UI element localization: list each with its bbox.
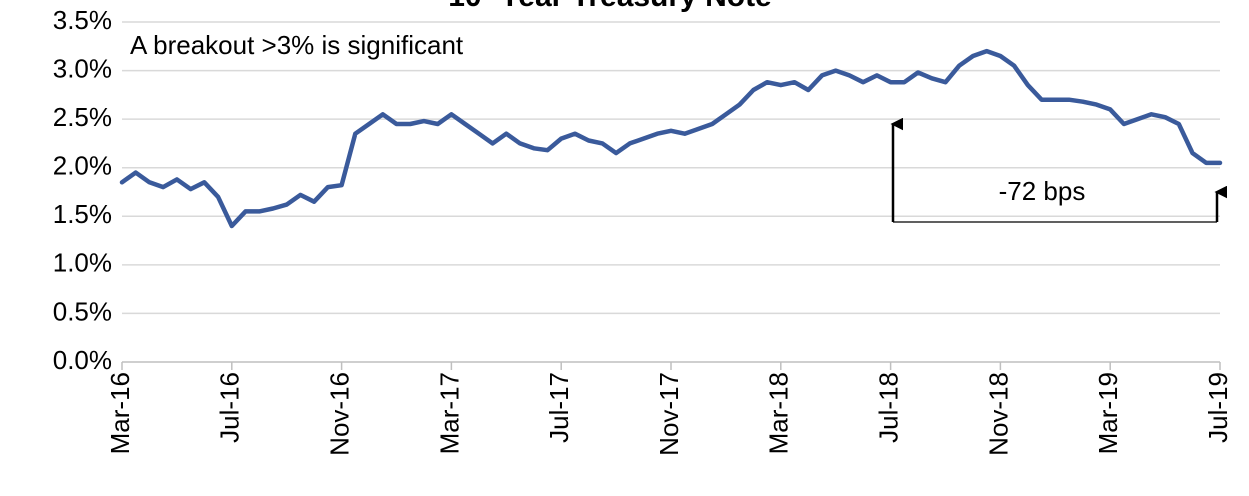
x-tick-label: Nov-18 bbox=[983, 372, 1013, 456]
x-tick-label: Jul-17 bbox=[544, 372, 574, 443]
chart-title: 10 -Year Treasury Note bbox=[448, 0, 772, 13]
x-tick-label: Nov-17 bbox=[654, 372, 684, 456]
x-tick-label: Jul-19 bbox=[1203, 372, 1233, 443]
x-tick-label: Mar-17 bbox=[434, 372, 464, 454]
y-tick-label: 0.0% bbox=[53, 345, 112, 375]
x-tick-label: Jul-18 bbox=[873, 372, 903, 443]
y-tick-label: 0.5% bbox=[53, 296, 112, 326]
x-tick-label: Mar-19 bbox=[1093, 372, 1123, 454]
x-tick-label: Jul-16 bbox=[215, 372, 245, 443]
annotation: A breakout >3% is significant bbox=[130, 30, 464, 60]
plot-area bbox=[119, 48, 1223, 229]
annotation: -72 bps bbox=[999, 176, 1086, 206]
y-tick-label: 3.5% bbox=[53, 5, 112, 35]
x-tick-label: Mar-18 bbox=[764, 372, 794, 454]
x-tick-label: Mar-16 bbox=[105, 372, 135, 454]
y-tick-label: 3.0% bbox=[53, 53, 112, 83]
y-tick-label: 2.0% bbox=[53, 151, 112, 181]
y-tick-label: 2.5% bbox=[53, 102, 112, 132]
grid bbox=[121, 21, 1221, 370]
line-series bbox=[119, 48, 1223, 229]
x-tick-label: Nov-16 bbox=[324, 372, 354, 456]
y-tick-label: 1.0% bbox=[53, 248, 112, 278]
y-tick-label: 1.5% bbox=[53, 199, 112, 229]
